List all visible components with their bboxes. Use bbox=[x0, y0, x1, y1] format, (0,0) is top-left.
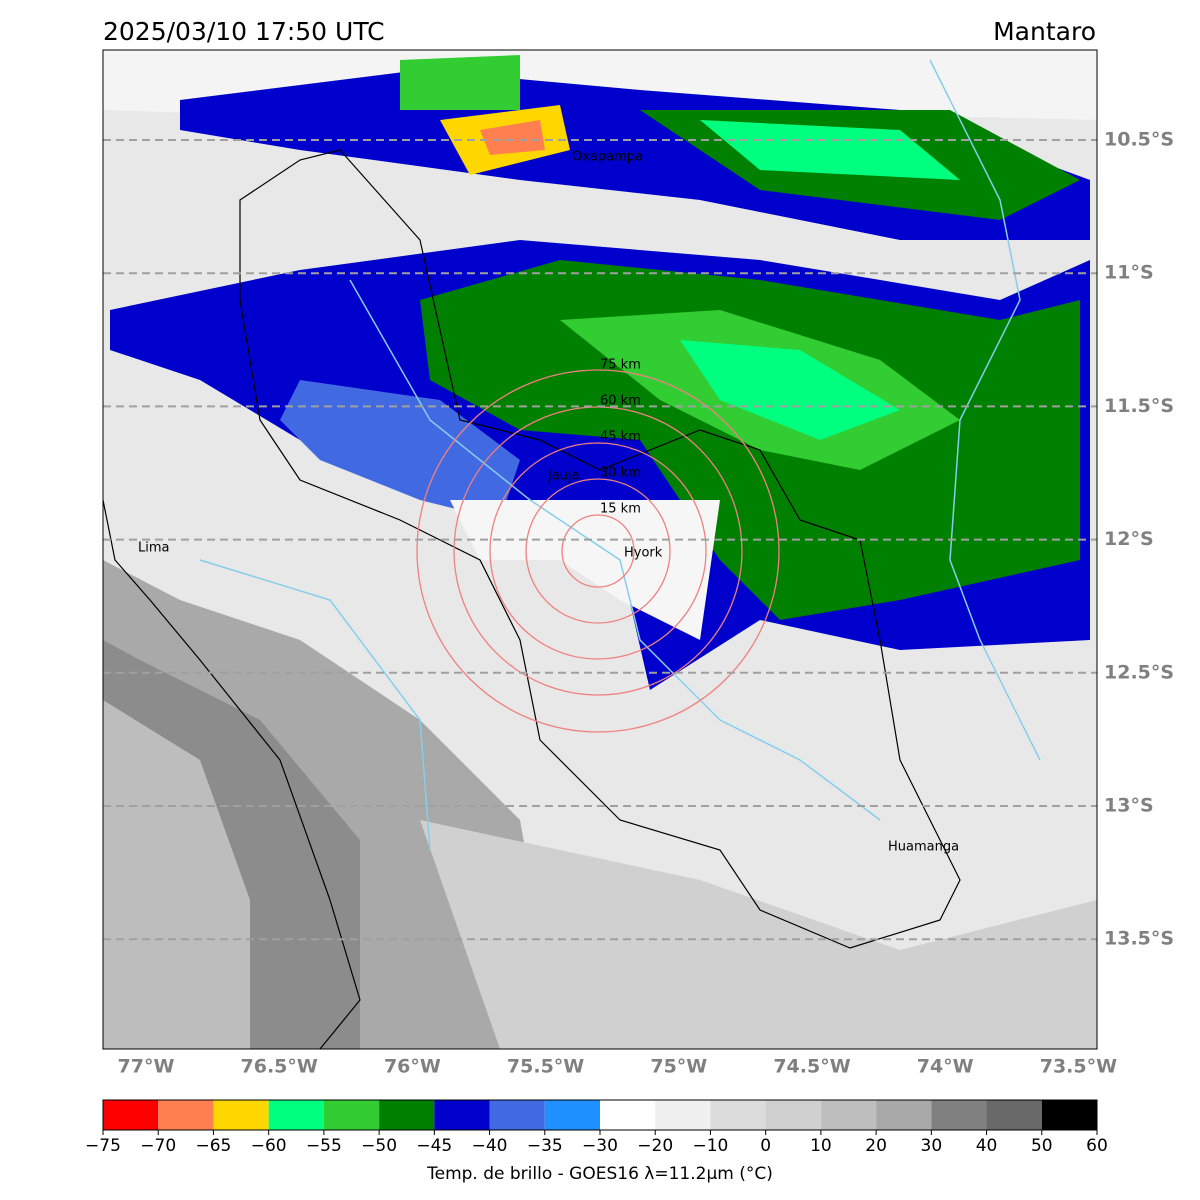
title: 2025/03/10 17:50 UTC bbox=[103, 17, 385, 46]
place-label: Jauja bbox=[547, 469, 580, 484]
ring-label: 45 km bbox=[600, 430, 641, 445]
colorbar-tick-label: 0 bbox=[760, 1136, 771, 1156]
ring-label: 75 km bbox=[600, 358, 641, 373]
colorbar-segment bbox=[323, 1100, 380, 1130]
colorbar-tick-label: −20 bbox=[637, 1136, 673, 1156]
lat-label: 10.5°S bbox=[1104, 129, 1174, 151]
colorbar-tick-label: −40 bbox=[472, 1136, 508, 1156]
colorbar-segment bbox=[986, 1100, 1042, 1130]
lon-label: 73.5°W bbox=[1040, 1056, 1117, 1078]
colorbar-tick-label: 30 bbox=[921, 1136, 943, 1156]
place-label: Oxapampa bbox=[572, 150, 643, 165]
colorbar-tick-label: −75 bbox=[85, 1136, 121, 1156]
place-label: Huamanga bbox=[888, 840, 959, 855]
colorbar-segment bbox=[489, 1100, 545, 1130]
colorbar-segment bbox=[765, 1100, 821, 1130]
colorbar-segment bbox=[655, 1100, 711, 1130]
colorbar-tick-label: −50 bbox=[361, 1136, 397, 1156]
colorbar-segment bbox=[931, 1100, 987, 1130]
map-frame bbox=[102, 49, 1098, 1050]
colorbar-segment bbox=[213, 1100, 269, 1130]
colorbar-segment bbox=[600, 1100, 656, 1130]
lon-label: 75°W bbox=[650, 1056, 707, 1078]
colorbar-segment bbox=[434, 1100, 490, 1130]
colorbar-tick-label: 40 bbox=[976, 1136, 998, 1156]
lon-label: 76°W bbox=[384, 1056, 441, 1078]
colorbar-tick-label: −35 bbox=[527, 1136, 563, 1156]
colorbar-tick-label: 50 bbox=[1031, 1136, 1053, 1156]
lon-label: 74.5°W bbox=[773, 1056, 850, 1078]
lat-label: 12°S bbox=[1104, 528, 1154, 550]
lon-label: 74°W bbox=[917, 1056, 974, 1078]
lon-label: 75.5°W bbox=[507, 1056, 584, 1078]
ring-label: 15 km bbox=[600, 502, 641, 517]
lon-label: 76.5°W bbox=[241, 1056, 318, 1078]
satellite-image bbox=[103, 50, 1097, 1049]
colorbar-segment bbox=[103, 1100, 159, 1130]
colorbar-tick-label: 60 bbox=[1086, 1136, 1108, 1156]
colorbar-segment bbox=[379, 1100, 435, 1130]
colorbar-segment bbox=[544, 1100, 600, 1130]
ring-label: 60 km bbox=[600, 394, 641, 409]
colorbar-segment bbox=[158, 1100, 214, 1130]
colorbar-tick-label: −30 bbox=[582, 1136, 618, 1156]
colorbar-tick-label: −10 bbox=[692, 1136, 728, 1156]
lat-label: 12.5°S bbox=[1104, 661, 1174, 683]
colorbar-tick-label: 20 bbox=[865, 1136, 887, 1156]
lat-label: 11.5°S bbox=[1104, 395, 1174, 417]
lon-label: 77°W bbox=[118, 1056, 175, 1078]
colorbar-tick-label: −65 bbox=[195, 1136, 231, 1156]
colorbar-segment bbox=[710, 1100, 766, 1130]
colorbar-segment bbox=[820, 1100, 877, 1130]
colorbar-label: Temp. de brillo - GOES16 λ=11.2μm (°C) bbox=[426, 1164, 773, 1184]
lat-label: 13.5°S bbox=[1104, 928, 1174, 950]
colorbar-tick-label: −70 bbox=[140, 1136, 176, 1156]
colorbar-tick-label: −60 bbox=[251, 1136, 287, 1156]
colorbar-tick-label: −45 bbox=[416, 1136, 452, 1156]
colorbar-tick-label: 10 bbox=[810, 1136, 832, 1156]
colorbar-segment bbox=[268, 1100, 324, 1130]
lat-label: 13°S bbox=[1104, 795, 1154, 817]
place-label: Hyork bbox=[624, 546, 663, 561]
colorbar-tick-label: −55 bbox=[306, 1136, 342, 1156]
colorbar-segment bbox=[1041, 1100, 1097, 1130]
place-label: Lima bbox=[138, 541, 169, 556]
colorbar-segment bbox=[876, 1100, 932, 1130]
lat-label: 11°S bbox=[1104, 262, 1154, 284]
ring-label: 30 km bbox=[600, 466, 641, 481]
region-name: Mantaro bbox=[993, 17, 1096, 46]
